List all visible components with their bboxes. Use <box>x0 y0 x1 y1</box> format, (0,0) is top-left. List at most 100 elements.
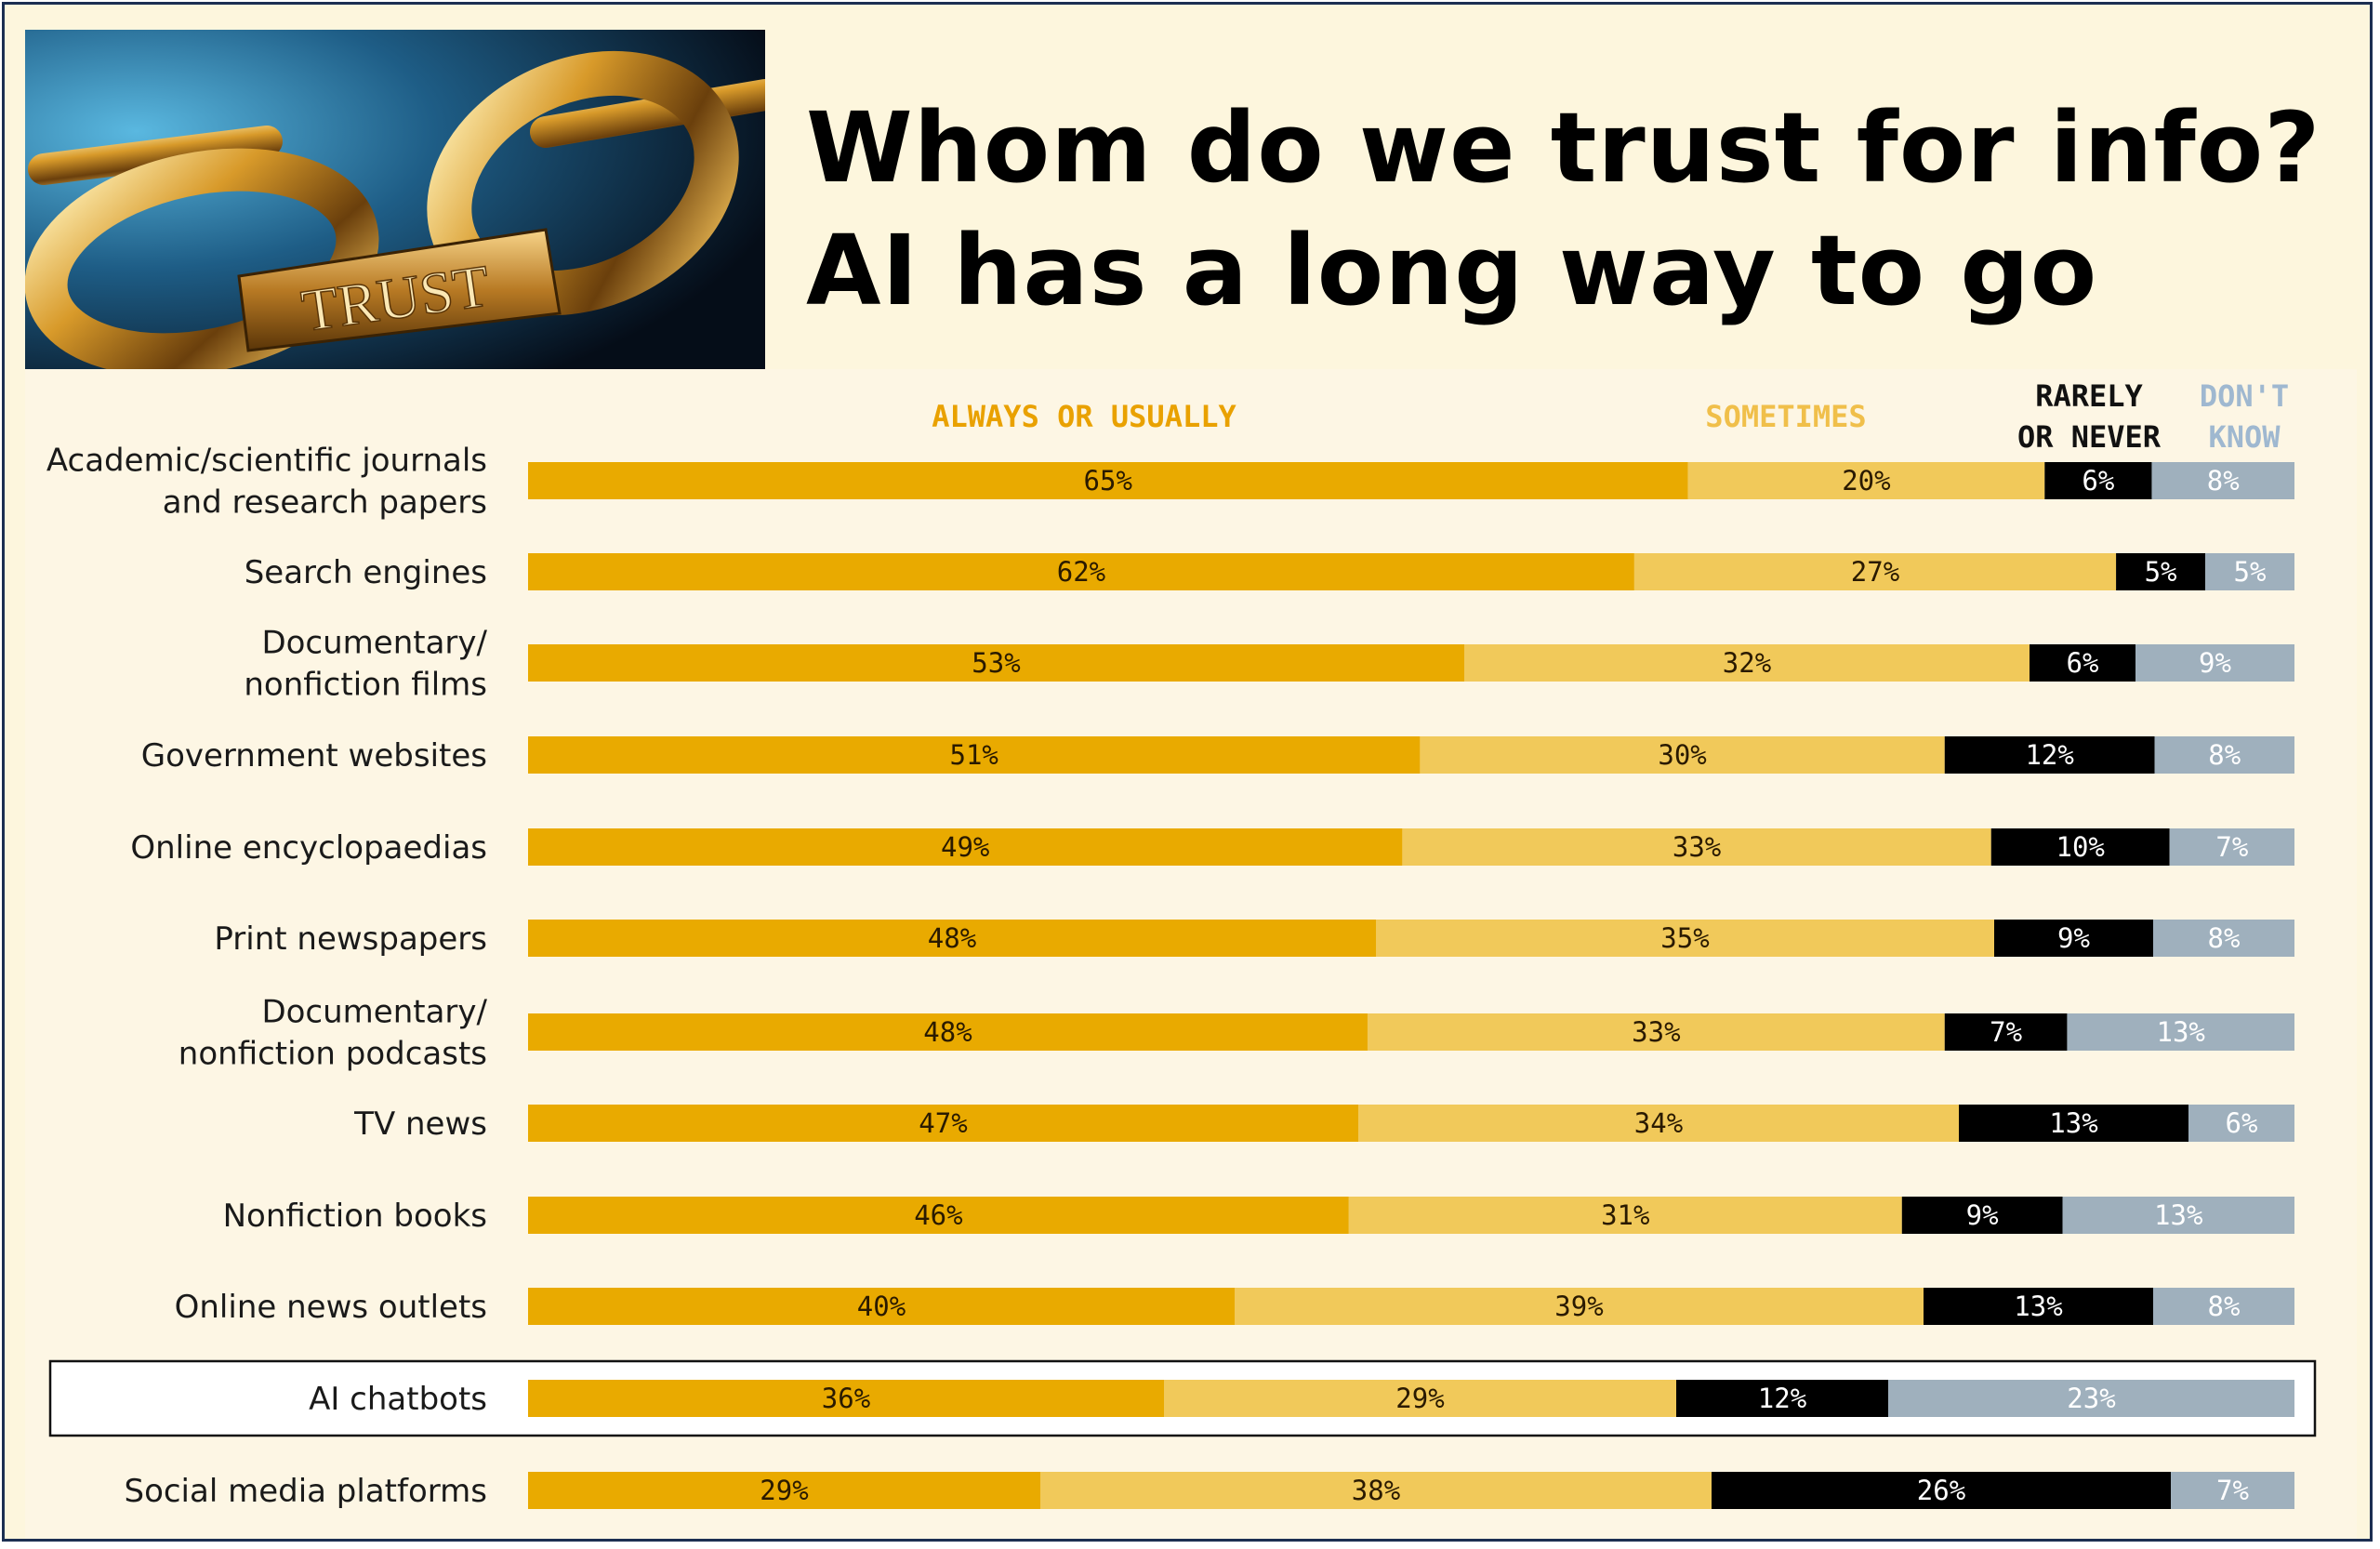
stacked-bar-chart: ALWAYS OR USUALLY SOMETIMES RARELY OR NEVER… <box>46 378 2317 1510</box>
category-label-tv-news: TV news <box>353 1105 487 1143</box>
value-label-online-news-outlets-2: 13% <box>2014 1291 2062 1322</box>
legend-sometimes-line-0: SOMETIMES <box>1705 399 1866 434</box>
bar-segment-social-media-platforms-1 <box>1040 1472 1712 1509</box>
bar-segment-nonfiction-books-0 <box>528 1197 1349 1234</box>
value-label-government-websites-0: 51% <box>950 739 998 771</box>
value-label-ai-chatbots-0: 36% <box>822 1383 870 1414</box>
value-label-search-engines-3: 5% <box>2234 556 2267 588</box>
page-title: Whom do we trust for info? AI has a long… <box>806 86 2320 332</box>
value-label-documentary-nonfiction-films-3: 9% <box>2199 647 2231 679</box>
value-label-documentary-nonfiction-films-1: 32% <box>1723 647 1771 679</box>
title-line-1: Whom do we trust for info? <box>806 91 2321 205</box>
value-label-documentary-nonfiction-films-0: 53% <box>972 647 1020 679</box>
bar-segment-academic-scientific-journals-and-research-papers-3 <box>2151 462 2294 499</box>
bar-segment-nonfiction-books-2 <box>1901 1197 2063 1234</box>
value-label-online-news-outlets-1: 39% <box>1554 1291 1603 1322</box>
bar-segment-online-news-outlets-2 <box>1924 1288 2153 1325</box>
bar-segment-documentary-nonfiction-films-3 <box>2135 644 2294 682</box>
value-label-tv-news-3: 6% <box>2226 1107 2258 1139</box>
category-label-documentary-nonfiction-podcasts: Documentary/ <box>261 994 487 1031</box>
bar-segment-ai-chatbots-1 <box>1164 1380 1676 1417</box>
bar-segment-online-encyclopaedias-3 <box>2169 828 2294 866</box>
category-label-documentary-nonfiction-films: nonfiction films <box>244 667 487 704</box>
value-label-ai-chatbots-2: 12% <box>1758 1383 1806 1414</box>
value-label-social-media-platforms-3: 7% <box>2216 1475 2249 1506</box>
value-label-documentary-nonfiction-podcasts-0: 48% <box>923 1016 972 1048</box>
category-label-search-engines: Search engines <box>245 554 487 591</box>
bar-segment-print-newspapers-3 <box>2153 920 2294 957</box>
bar-segment-tv-news-0 <box>528 1105 1358 1142</box>
bar-segment-search-engines-1 <box>1633 553 2117 590</box>
value-label-social-media-platforms-0: 29% <box>760 1475 808 1506</box>
category-label-social-media-platforms: Social media platforms <box>124 1473 487 1510</box>
category-label-documentary-nonfiction-films: Documentary/ <box>261 625 487 662</box>
category-label-online-news-outlets: Online news outlets <box>175 1289 487 1326</box>
value-label-search-engines-0: 62% <box>1057 556 1105 588</box>
value-label-academic-scientific-journals-and-research-papers-1: 20% <box>1842 465 1890 496</box>
bar-segment-nonfiction-books-3 <box>2062 1197 2294 1234</box>
bar-segment-online-encyclopaedias-0 <box>528 828 1403 866</box>
value-label-print-newspapers-1: 35% <box>1660 922 1709 954</box>
category-label-government-websites: Government websites <box>141 737 487 774</box>
value-label-tv-news-2: 13% <box>2049 1107 2097 1139</box>
value-label-social-media-platforms-1: 38% <box>1352 1475 1400 1506</box>
bar-segment-online-encyclopaedias-1 <box>1402 828 1991 866</box>
bar-segment-government-websites-2 <box>1944 736 2155 774</box>
value-label-government-websites-3: 8% <box>2208 739 2241 771</box>
value-label-online-encyclopaedias-0: 49% <box>941 831 989 863</box>
value-label-online-news-outlets-3: 8% <box>2208 1291 2241 1322</box>
category-label-academic-scientific-journals-and-research-papers: Academic/scientific journals <box>46 443 487 480</box>
value-label-tv-news-0: 47% <box>919 1107 967 1139</box>
bar-segment-online-news-outlets-3 <box>2153 1288 2294 1325</box>
legend-rarely-or-never-line-1: OR NEVER <box>2017 419 2162 455</box>
bar-segment-online-news-outlets-0 <box>528 1288 1235 1325</box>
bar-segment-tv-news-3 <box>2188 1105 2294 1142</box>
value-label-online-encyclopaedias-3: 7% <box>2215 831 2248 863</box>
bar-segment-tv-news-2 <box>1959 1105 2188 1142</box>
value-label-search-engines-2: 5% <box>2145 556 2177 588</box>
value-label-documentary-nonfiction-podcasts-3: 13% <box>2157 1016 2205 1048</box>
bar-segment-ai-chatbots-3 <box>1888 1380 2294 1417</box>
legend-rarely-or-never-line-0: RARELY <box>2035 378 2143 414</box>
title-line-2: AI has a long way to go <box>806 214 2098 327</box>
value-label-online-news-outlets-0: 40% <box>857 1291 906 1322</box>
value-label-nonfiction-books-3: 13% <box>2154 1199 2202 1231</box>
bar-segment-documentary-nonfiction-podcasts-1 <box>1367 1013 1945 1051</box>
bar-segment-government-websites-1 <box>1420 736 1945 774</box>
bar-segment-documentary-nonfiction-films-0 <box>528 644 1464 682</box>
value-label-social-media-platforms-2: 26% <box>1917 1475 1965 1506</box>
bar-segment-documentary-nonfiction-films-2 <box>2030 644 2135 682</box>
legend-don-t-know-line-0: DON'T <box>2200 378 2289 414</box>
bar-segment-documentary-nonfiction-films-1 <box>1464 644 2030 682</box>
value-label-ai-chatbots-3: 23% <box>2067 1383 2115 1414</box>
bar-segment-print-newspapers-0 <box>528 920 1376 957</box>
value-label-academic-scientific-journals-and-research-papers-0: 65% <box>1084 465 1132 496</box>
value-label-online-encyclopaedias-1: 33% <box>1673 831 1721 863</box>
bar-segment-nonfiction-books-1 <box>1348 1197 1902 1234</box>
trust-chain-image: TRUST <box>25 30 765 369</box>
value-label-government-websites-1: 30% <box>1658 739 1706 771</box>
value-label-government-websites-2: 12% <box>2025 739 2073 771</box>
bar-segment-print-newspapers-1 <box>1376 920 1994 957</box>
bar-segment-online-encyclopaedias-2 <box>1990 828 2170 866</box>
bar-segment-documentary-nonfiction-podcasts-2 <box>1944 1013 2068 1051</box>
value-label-documentary-nonfiction-films-2: 6% <box>2067 647 2099 679</box>
legend-always-or-usually-line-0: ALWAYS OR USUALLY <box>932 399 1236 434</box>
bar-segment-academic-scientific-journals-and-research-papers-0 <box>528 462 1688 499</box>
category-label-print-newspapers: Print newspapers <box>214 920 487 958</box>
value-label-nonfiction-books-1: 31% <box>1601 1199 1649 1231</box>
category-label-nonfiction-books: Nonfiction books <box>223 1198 487 1235</box>
value-label-online-encyclopaedias-2: 10% <box>2056 831 2105 863</box>
bar-segment-social-media-platforms-2 <box>1712 1472 2171 1509</box>
bar-segment-documentary-nonfiction-podcasts-0 <box>528 1013 1368 1051</box>
bar-segment-social-media-platforms-0 <box>528 1472 1040 1509</box>
bar-segment-search-engines-0 <box>528 553 1634 590</box>
value-label-print-newspapers-0: 48% <box>928 922 976 954</box>
value-label-nonfiction-books-0: 46% <box>914 1199 962 1231</box>
category-label-online-encyclopaedias: Online encyclopaedias <box>130 829 487 867</box>
value-label-ai-chatbots-1: 29% <box>1395 1383 1444 1414</box>
category-label-documentary-nonfiction-podcasts: nonfiction podcasts <box>178 1036 487 1073</box>
bar-segment-documentary-nonfiction-podcasts-3 <box>2067 1013 2294 1051</box>
bar-segment-tv-news-1 <box>1358 1105 1959 1142</box>
value-label-nonfiction-books-2: 9% <box>1966 1199 1999 1231</box>
